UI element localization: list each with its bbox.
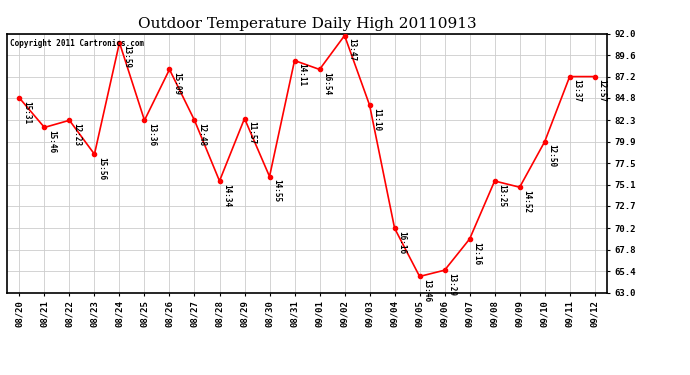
- Text: 16:16: 16:16: [397, 231, 406, 254]
- Text: 11:57: 11:57: [247, 121, 256, 144]
- Text: 16:54: 16:54: [322, 72, 331, 95]
- Text: Copyright 2011 Cartronics.com: Copyright 2011 Cartronics.com: [10, 39, 144, 48]
- Text: 14:11: 14:11: [297, 63, 306, 86]
- Text: 13:46: 13:46: [422, 279, 431, 302]
- Text: 15:56: 15:56: [97, 157, 106, 180]
- Title: Outdoor Temperature Daily High 20110913: Outdoor Temperature Daily High 20110913: [138, 17, 476, 31]
- Text: 13:59: 13:59: [122, 45, 131, 69]
- Text: 12:23: 12:23: [72, 123, 81, 146]
- Text: 13:47: 13:47: [347, 38, 356, 62]
- Text: 12:16: 12:16: [472, 242, 481, 265]
- Text: 13:29: 13:29: [447, 273, 456, 296]
- Text: 15:09: 15:09: [172, 72, 181, 95]
- Text: 13:37: 13:37: [572, 80, 581, 102]
- Text: 15:31: 15:31: [22, 101, 31, 124]
- Text: 13:36: 13:36: [147, 123, 156, 146]
- Text: 12:50: 12:50: [547, 144, 556, 168]
- Text: 14:34: 14:34: [222, 184, 231, 207]
- Text: 15:46: 15:46: [47, 130, 56, 153]
- Text: 14:55: 14:55: [272, 179, 281, 203]
- Text: 14:52: 14:52: [522, 190, 531, 213]
- Text: 12:57: 12:57: [597, 80, 606, 102]
- Text: 13:25: 13:25: [497, 184, 506, 207]
- Text: 12:48: 12:48: [197, 123, 206, 146]
- Text: 11:10: 11:10: [372, 108, 381, 131]
